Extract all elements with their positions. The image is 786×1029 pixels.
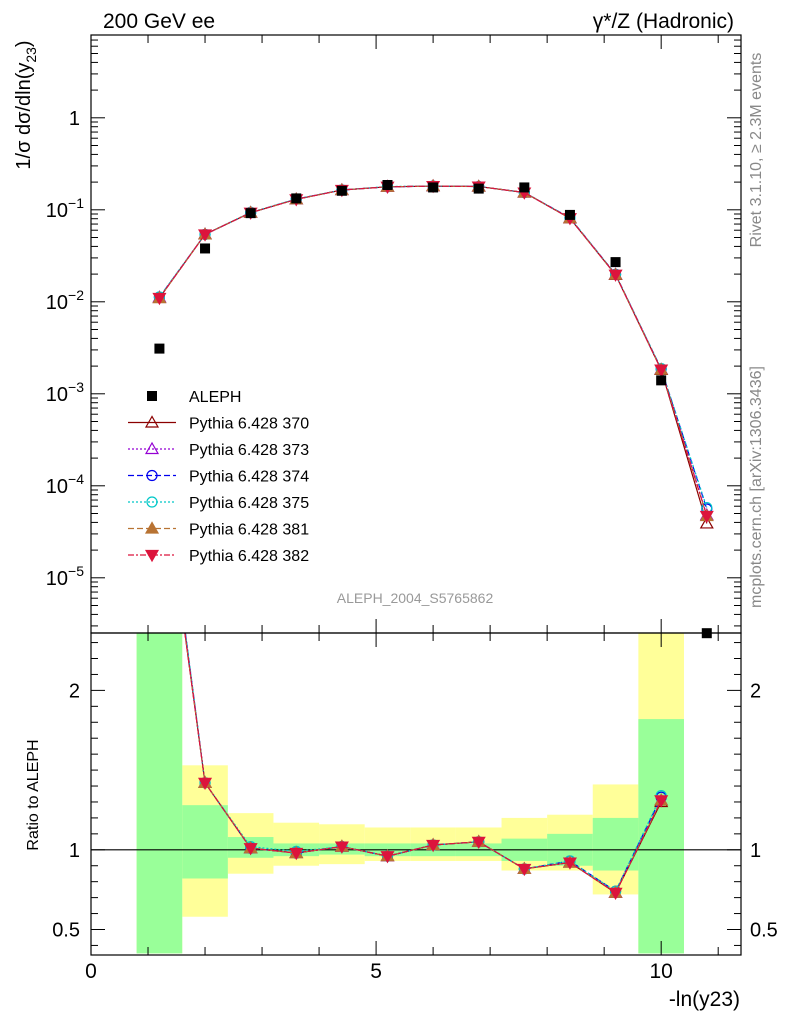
ratio-tick-label: 0.5	[52, 919, 80, 941]
ratio-marker-2	[154, 430, 164, 440]
ratio-marker-5	[608, 887, 623, 901]
analysis-label: ALEPH_2004_S5765862	[337, 590, 494, 606]
ratio-marker-5	[198, 777, 213, 791]
x-tick-label: 0	[85, 960, 97, 983]
x-tick-label: 10	[649, 960, 672, 983]
legend-marker-2	[146, 469, 158, 482]
main-line-1	[158, 185, 708, 516]
main-line-4	[158, 185, 708, 517]
side-text-bottom: mcplots.cern.ch [arXiv:1306.3436]	[748, 366, 765, 608]
aleph-data-point	[656, 375, 667, 386]
y-tick-label: 10−5	[46, 563, 84, 590]
aleph-data-point	[564, 209, 575, 220]
ratio-tick-label-right: 1	[750, 840, 761, 862]
main-marker-0	[699, 516, 714, 529]
ratio-marker-1	[153, 429, 165, 440]
legend-label-4: Pythia 6.428 381	[189, 522, 309, 539]
aleph-data-point	[428, 182, 439, 193]
title-left: 200 GeV ee	[103, 10, 215, 33]
main-line-3	[158, 185, 708, 508]
legend-label-aleph: ALEPH	[189, 389, 241, 406]
ratio-green-band	[182, 805, 228, 879]
ratio-line-5	[184, 633, 662, 894]
aleph-data-point	[382, 180, 393, 191]
main-line-2	[158, 185, 708, 510]
legend-label-3: Pythia 6.428 375	[189, 495, 309, 512]
main-line-5	[158, 185, 708, 517]
ratio-green-band	[638, 719, 684, 954]
ratio-marker-5	[243, 843, 258, 856]
ratio-marker-0	[153, 437, 165, 448]
ratio-bands	[91, 633, 741, 954]
y-axis-label: 1/σ dσ/dln(y23)	[13, 40, 39, 169]
y-tick-label: 10−3	[46, 379, 84, 406]
aleph-data-point	[336, 185, 347, 196]
ratio-ylabel: Ratio to ALEPH	[25, 739, 42, 850]
legend-marker-5	[144, 549, 160, 563]
y-tick-label: 10−2	[46, 287, 84, 314]
ratio-green-band	[592, 817, 639, 871]
aleph-data-point	[610, 257, 621, 268]
x-tick-label: 5	[370, 960, 382, 983]
side-text-top: Rivet 3.1.10, ≥ 2.3M events	[748, 53, 765, 248]
main-marker-5	[198, 229, 213, 242]
main-marker-5	[654, 364, 669, 377]
ratio-marker-5	[380, 851, 395, 864]
y-tick-label: 10−4	[46, 471, 84, 498]
ratio-marker-5	[471, 836, 486, 850]
ratio-marker-4	[153, 437, 165, 448]
ratio-tick-label-right: 2	[750, 680, 761, 702]
aleph-data-point	[519, 182, 530, 193]
ratio-green-band	[136, 633, 183, 954]
legend-label-1: Pythia 6.428 373	[189, 442, 309, 459]
ratio-marker-5	[517, 863, 532, 877]
ratio-marker-5	[289, 847, 304, 861]
aleph-data-point	[291, 193, 302, 204]
legend-label-5: Pythia 6.428 382	[189, 548, 309, 565]
aleph-data-point	[473, 183, 484, 194]
legend-marker-0	[144, 415, 160, 428]
aleph-data-point	[154, 343, 165, 354]
legend-marker-aleph	[147, 391, 157, 401]
y-tick-label: 1	[69, 108, 80, 130]
ratio-tick-label-right: 0.5	[750, 919, 778, 941]
main-marker-5	[152, 292, 167, 306]
aleph-data-point	[200, 243, 211, 254]
main-marker-5	[608, 269, 623, 282]
y-tick-label: 10−1	[46, 195, 84, 222]
ratio-marker-5	[654, 795, 669, 808]
ratio-marker-5	[426, 839, 441, 853]
legend-marker-3	[146, 496, 158, 508]
legend-label-0: Pythia 6.428 370	[189, 416, 309, 433]
ratio-tick-label: 1	[69, 840, 80, 862]
legend-label-2: Pythia 6.428 374	[189, 469, 309, 486]
main-marker-5	[699, 510, 714, 524]
ratio-marker-5	[562, 857, 577, 870]
ratio-marker-3	[154, 427, 164, 437]
legend-marker-1	[144, 441, 160, 455]
ratio-tick-label: 2	[69, 680, 80, 702]
ratio-marker-5	[334, 841, 349, 854]
ratio-series	[153, 427, 669, 901]
x-axis-label: -ln(y23)	[669, 988, 740, 1011]
ratio-frame	[90, 632, 742, 956]
legend-marker-4	[144, 521, 160, 534]
aleph-data-point	[245, 208, 256, 219]
title-right: γ*/Z (Hadronic)	[593, 10, 734, 33]
